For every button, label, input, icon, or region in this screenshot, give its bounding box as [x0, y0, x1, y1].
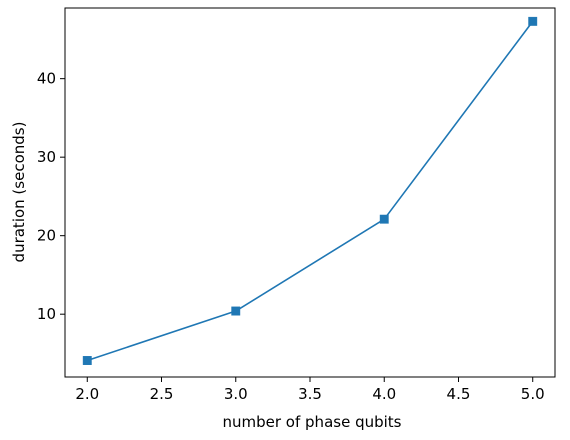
y-tick-label: 40 [37, 70, 56, 88]
x-axis-label: number of phase qubits [223, 413, 402, 431]
y-tick-label: 20 [37, 227, 56, 245]
x-tick-label: 5.0 [521, 385, 545, 403]
data-point-marker [379, 214, 389, 224]
x-tick-label: 2.5 [150, 385, 174, 403]
plot-area [64, 7, 556, 378]
data-point-marker [82, 356, 92, 365]
x-tick-label: 3.5 [298, 385, 322, 403]
x-axis-ticks: 2.0 2.5 3.0 3.5 4.0 4.5 5.0 [75, 377, 545, 403]
series-layer [82, 16, 538, 365]
plot-frame [64, 7, 556, 378]
x-tick-label: 3.0 [224, 385, 248, 403]
data-point-marker [231, 306, 241, 316]
x-tick-label: 2.0 [75, 385, 99, 403]
x-tick-label: 4.0 [372, 385, 396, 403]
series-line [87, 20, 534, 362]
data-point-marker [528, 16, 538, 26]
y-tick-label: 30 [37, 148, 56, 166]
x-tick-label: 4.5 [447, 385, 471, 403]
y-axis-ticks: 10 20 30 40 [37, 70, 65, 323]
y-tick-label: 10 [37, 305, 56, 323]
y-axis-label: duration (seconds) [10, 122, 28, 263]
